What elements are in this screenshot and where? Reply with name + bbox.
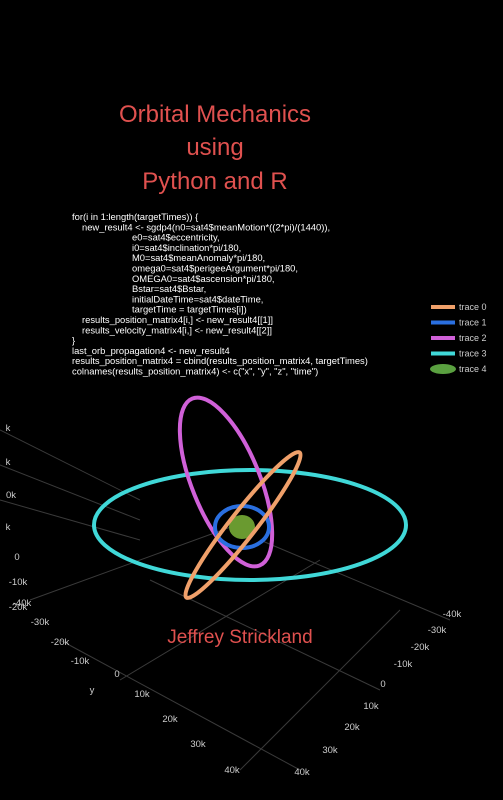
orbit-trace-3 [92,468,408,582]
z-tick-label: k [6,423,11,434]
x-tick-label: 0 [114,669,119,680]
code-line: M0=sat4$meanAnomaly*pi/180, [132,252,265,263]
z-tick-label: -20k [9,602,28,613]
title-line: Orbital Mechanics [119,101,311,128]
z-tick-label: 0 [14,552,19,563]
x-tick-label: -30k [31,617,50,628]
code-line: results_velocity_matrix4[i,] <- new_resu… [82,324,272,335]
code-line: results_position_matrix4[i,] <- new_resu… [82,314,273,325]
y-tick-label: -20k [411,642,430,653]
title-line: Python and R [142,168,287,195]
x-tick-label: 40k [224,765,240,776]
orbit-trace-0 [183,450,303,600]
y-tick-label: 40k [294,767,310,778]
legend-label: trace 2 [459,333,487,343]
code-line: } [72,335,75,346]
x-tick-label: -10k [71,656,90,667]
code-line: OMEGA0=sat4$ascension*pi/180, [132,273,275,284]
x-tick-label: 20k [162,714,178,725]
legend-label: trace 3 [459,349,487,359]
y-tick-label: -30k [428,625,447,636]
code-line: for(i in 1:length(targetTimes)) { [72,211,198,222]
code-line: e0=sat4$eccentricity, [132,232,220,243]
y-tick-label: 30k [322,745,338,756]
code-line: Bstar=sat4$Bstar, [132,283,206,294]
y-tick-label: -10k [394,659,413,670]
code-line: colnames(results_position_matrix4) <- c(… [72,366,318,377]
legend-swatch [430,364,456,374]
x-tick-label: -20k [51,637,70,648]
code-line: results_position_matrix4 = cbind(results… [72,355,368,366]
z-tick-label: 0k [6,490,16,501]
y-tick-label: 10k [363,701,379,712]
z-tick-label: k [6,457,11,468]
code-line: omega0=sat4$perigeeArgument*pi/180, [132,263,298,274]
x-tick-label: 10k [134,689,150,700]
code-line: initialDateTime=sat4$dateTime, [132,293,263,304]
code-line: i0=sat4$inclination*pi/180, [132,242,241,253]
legend-label: trace 4 [459,364,487,374]
x-tick-label: 30k [190,739,206,750]
z-tick-label: k [6,522,11,533]
title-line: using [186,134,243,161]
y-tick-label: -40k [443,609,462,620]
code-line: targetTime = targetTimes[i]) [132,304,247,315]
earth-trace-4 [229,515,255,539]
code-line: new_result4 <- sgdp4(n0=sat4$meanMotion*… [82,221,330,232]
y-tick-label: 0 [380,679,385,690]
orbit-trace-2 [177,395,275,569]
z-tick-label: -10k [9,577,28,588]
legend-label: trace 0 [459,302,487,312]
axis-label: y [90,685,95,696]
author: Jeffrey Strickland [167,627,312,648]
orbits [92,395,408,600]
code-line: last_orb_propagation4 <- new_result4 [72,345,230,356]
legend-label: trace 1 [459,318,487,328]
y-tick-label: 20k [344,722,360,733]
x-tick-label: -40k [13,598,32,609]
